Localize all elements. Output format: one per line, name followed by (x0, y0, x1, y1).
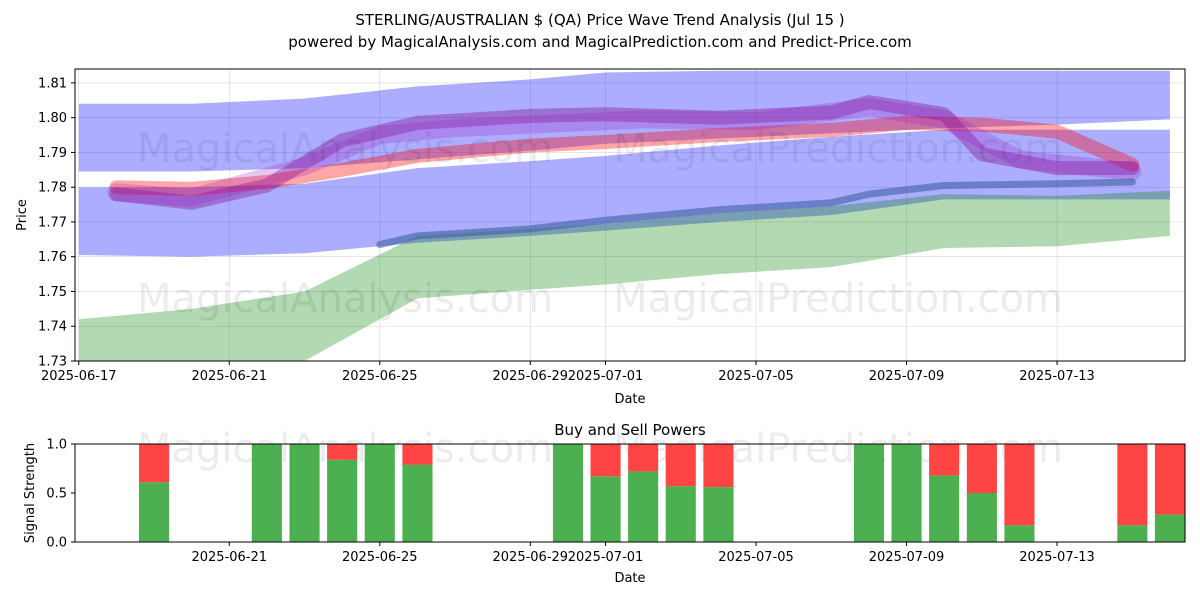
price-x-tick-label: 2025-07-01 (568, 369, 644, 384)
buy-bar (552, 444, 583, 542)
price-x-tick-label: 2025-06-17 (41, 369, 117, 384)
price-x-ticks: 2025-06-17 2025-06-21 2025-06-25 2025-06-29… (41, 361, 1095, 384)
price-band-0 (78, 70, 1170, 172)
buy-bar (703, 487, 734, 542)
price-y-tick-label: 1.73 (38, 355, 67, 370)
buy-bar (402, 464, 433, 542)
buy-bar (251, 444, 282, 542)
sell-bar (1117, 444, 1148, 526)
watermark-analysis-1: MagicalAnalysis.com (137, 126, 553, 172)
sell-bar (139, 444, 170, 483)
signal-y-label: Signal Strength (23, 443, 38, 543)
signal-chart: Buy and Sell Powers MagicalAnalysis.com … (23, 421, 1186, 586)
price-y-tick-label: 1.80 (38, 111, 67, 126)
price-y-tick-label: 1.74 (38, 320, 67, 335)
watermark-prediction-1: MagicalPrediction.com (613, 126, 1063, 172)
signal-x-tick-label: 2025-07-13 (1019, 550, 1095, 565)
sell-bar (1154, 444, 1185, 515)
signal-y-tick-label: 0.0 (46, 536, 67, 551)
buy-bar (1117, 525, 1148, 542)
buy-bar (364, 444, 395, 542)
signal-x-tick-label: 2025-06-29 (493, 550, 569, 565)
price-x-tick-label: 2025-06-25 (342, 369, 418, 384)
price-band-1 (78, 129, 1170, 257)
sell-bar (402, 444, 433, 465)
buy-bar (289, 444, 320, 542)
watermark-prediction-2: MagicalPrediction.com (613, 276, 1063, 322)
price-band-2 (78, 190, 1170, 361)
buy-bar (891, 444, 922, 542)
price-x-tick-label: 2025-06-29 (493, 369, 569, 384)
figure-subtitle: powered by MagicalAnalysis.com and Magic… (288, 33, 912, 51)
price-y-tick-label: 1.81 (38, 76, 67, 91)
sell-bar (327, 444, 358, 460)
price-x-tick-label: 2025-07-09 (869, 369, 945, 384)
price-y-ticks: 1.73 1.74 1.75 1.76 1.77 1.78 1.79 1.80 1.81 (38, 76, 75, 370)
price-plot-frame (74, 68, 1186, 362)
price-x-label: Date (614, 392, 645, 407)
signal-bars (139, 444, 1185, 542)
buy-bar (853, 444, 884, 542)
signal-x-ticks: 2025-06-21 2025-06-25 2025-06-29 2025-07-01… (191, 542, 1095, 565)
signal-chart-title: Buy and Sell Powers (554, 421, 706, 439)
signal-x-tick-label: 2025-07-09 (869, 550, 945, 565)
price-y-tick-label: 1.78 (38, 181, 67, 196)
signal-y-tick-label: 0.5 (46, 487, 67, 502)
signal-x-tick-label: 2025-06-21 (191, 550, 267, 565)
sell-bar (929, 444, 960, 476)
price-wave-line-6 (107, 98, 1142, 207)
signal-x-label: Date (614, 571, 645, 586)
figure-title: STERLING/AUSTRALIAN $ (QA) Price Wave Tr… (355, 11, 844, 29)
buy-bar (966, 493, 997, 542)
price-wave-line-3 (376, 178, 1136, 248)
buy-bar (1004, 525, 1035, 542)
price-x-tick-label: 2025-07-13 (1019, 369, 1095, 384)
buy-bar (929, 475, 960, 542)
signal-x-tick-label: 2025-06-25 (342, 550, 418, 565)
price-series (78, 70, 1170, 361)
sell-bar (628, 444, 659, 472)
sell-bar (703, 444, 734, 488)
buy-bar (665, 486, 696, 542)
sell-bar (590, 444, 621, 477)
sell-bar (665, 444, 696, 487)
buy-bar (628, 471, 659, 542)
sell-bar (1004, 444, 1035, 526)
buy-bar (139, 482, 170, 542)
price-x-tick-label: 2025-07-05 (718, 369, 794, 384)
signal-y-ticks: 0.0 0.5 1.0 (46, 438, 75, 551)
price-wave-line-4 (109, 115, 1140, 196)
price-wave-line-5 (109, 95, 1140, 210)
price-y-tick-label: 1.79 (38, 146, 67, 161)
sell-bar (966, 444, 997, 493)
watermark-analysis-2: MagicalAnalysis.com (137, 276, 553, 322)
price-y-tick-label: 1.75 (38, 285, 67, 300)
price-y-tick-label: 1.77 (38, 215, 67, 230)
signal-x-tick-label: 2025-07-01 (568, 550, 644, 565)
signal-y-tick-label: 1.0 (46, 438, 67, 453)
buy-bar (1154, 514, 1185, 542)
buy-bar (327, 459, 358, 542)
price-chart: MagicalAnalysis.com MagicalPrediction.co… (15, 68, 1186, 407)
price-y-label: Price (15, 199, 30, 231)
buy-bar (590, 476, 621, 542)
signal-x-tick-label: 2025-07-05 (718, 550, 794, 565)
price-y-tick-label: 1.76 (38, 250, 67, 265)
price-x-tick-label: 2025-06-21 (191, 369, 267, 384)
